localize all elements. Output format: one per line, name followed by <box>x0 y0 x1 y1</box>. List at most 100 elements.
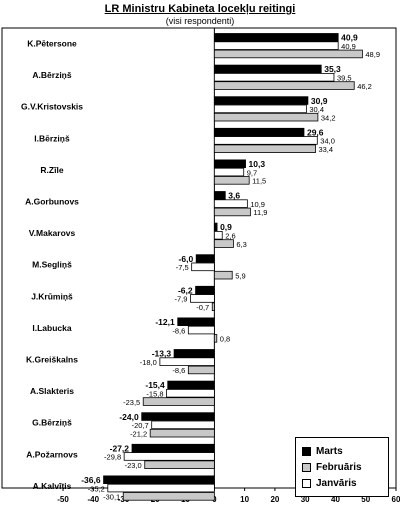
bar <box>131 443 215 453</box>
data-label: -30,1 <box>103 493 120 502</box>
bar <box>166 388 215 398</box>
data-label: -8,6 <box>172 326 185 335</box>
data-label: 39,5 <box>337 74 352 83</box>
bar <box>167 380 215 390</box>
bar <box>213 104 307 114</box>
data-label: 11,9 <box>253 208 267 217</box>
data-label: 40,9 <box>341 33 358 43</box>
data-label: 11,5 <box>252 177 266 186</box>
bar <box>213 270 233 280</box>
data-label: -18,0 <box>140 358 157 367</box>
data-label: -23,5 <box>123 398 140 407</box>
chart-subtitle: (visi respondenti) <box>165 16 235 26</box>
bar <box>213 239 234 248</box>
legend-label-februaris: Februāris <box>316 461 362 473</box>
x-tick-label: -40 <box>87 495 99 504</box>
category-label: J.Krūmiņš <box>31 291 73 301</box>
data-label: -13,3 <box>152 349 172 359</box>
data-label: 10,3 <box>249 159 266 169</box>
x-tick-label: 20 <box>270 495 279 504</box>
data-label: -35,2 <box>88 484 105 493</box>
bar <box>213 73 335 82</box>
data-label: -20,7 <box>132 421 149 430</box>
data-label: 46,2 <box>357 82 372 91</box>
category-label: M.Segliņš <box>32 260 72 270</box>
bar <box>213 176 250 185</box>
category-label: A.Gorbunovs <box>25 197 79 207</box>
bar <box>187 365 215 375</box>
data-label: 30,4 <box>309 105 324 114</box>
bar <box>149 428 215 438</box>
x-tick-label: 60 <box>392 495 400 504</box>
category-label: A.Bērziņš <box>32 70 71 80</box>
data-label: 29,6 <box>307 127 324 137</box>
data-label: 30,9 <box>311 96 328 106</box>
bar <box>211 302 215 311</box>
legend: Marts Februāris Janvāris <box>295 437 389 497</box>
category-label: V.Makarovs <box>29 228 76 238</box>
data-label: -15,8 <box>146 390 163 399</box>
data-label: -6,0 <box>179 254 194 264</box>
legend-item-marts: Marts <box>302 444 343 458</box>
data-label: 40,9 <box>341 42 356 51</box>
data-label: -36,6 <box>81 475 101 485</box>
bar <box>173 349 215 358</box>
data-label: 34,2 <box>321 113 336 122</box>
bar <box>177 317 215 326</box>
data-label: -29,8 <box>104 453 121 462</box>
data-label: 33,4 <box>318 145 333 154</box>
category-label: A.Kalvītis <box>33 481 72 491</box>
x-tick-label: -50 <box>57 495 69 504</box>
bar <box>195 254 215 263</box>
category-label: R.Zīle <box>40 165 63 175</box>
data-label: -15,4 <box>145 380 165 390</box>
data-label: 0,8 <box>220 335 230 344</box>
legend-item-janvaris: Janvāris <box>302 476 357 490</box>
x-tick-label: 30 <box>301 495 310 504</box>
x-tick-label: 10 <box>240 495 249 504</box>
bar <box>159 357 215 366</box>
bar <box>213 127 305 137</box>
bar <box>213 41 339 50</box>
bar <box>213 144 316 153</box>
x-tick-label: 50 <box>361 495 370 504</box>
data-label: 10,9 <box>250 200 265 209</box>
bar <box>151 420 215 430</box>
legend-label-marts: Marts <box>316 445 343 457</box>
chart-title: LR Ministru Kabineta locekļu reitingi <box>104 3 296 15</box>
category-label: A.Slakteris <box>30 386 74 396</box>
bar <box>190 294 215 303</box>
legend-label-janvaris: Janvāris <box>316 477 357 489</box>
data-label: 3,6 <box>228 191 240 201</box>
bar <box>195 285 215 295</box>
data-label: -8,6 <box>172 366 185 375</box>
data-label: 5,9 <box>235 271 245 280</box>
category-label: A.Požarnovs <box>26 449 78 459</box>
data-label: 34,0 <box>320 137 335 146</box>
bar <box>141 412 215 421</box>
bar <box>213 159 246 168</box>
bar <box>213 207 251 217</box>
bar <box>213 136 318 145</box>
category-label: K.Pētersone <box>27 39 77 49</box>
data-label: 9,7 <box>247 168 257 177</box>
data-label: -7,5 <box>176 263 189 272</box>
bar <box>144 460 215 469</box>
data-label: 35,3 <box>324 64 341 74</box>
data-label: 6,3 <box>236 240 246 249</box>
bar <box>213 334 218 343</box>
data-label: -12,1 <box>155 317 175 327</box>
bar <box>213 33 339 42</box>
bar <box>123 452 215 461</box>
legend-item-februaris: Februāris <box>302 460 362 474</box>
data-label: -0,7 <box>196 303 209 312</box>
data-label: -7,9 <box>175 295 188 304</box>
data-label: 2,6 <box>225 232 235 241</box>
bar <box>213 49 363 59</box>
data-label: 48,9 <box>365 50 380 59</box>
bar <box>213 199 248 208</box>
legend-swatch-februaris <box>302 462 311 472</box>
bar <box>187 325 215 335</box>
bar <box>142 397 215 406</box>
